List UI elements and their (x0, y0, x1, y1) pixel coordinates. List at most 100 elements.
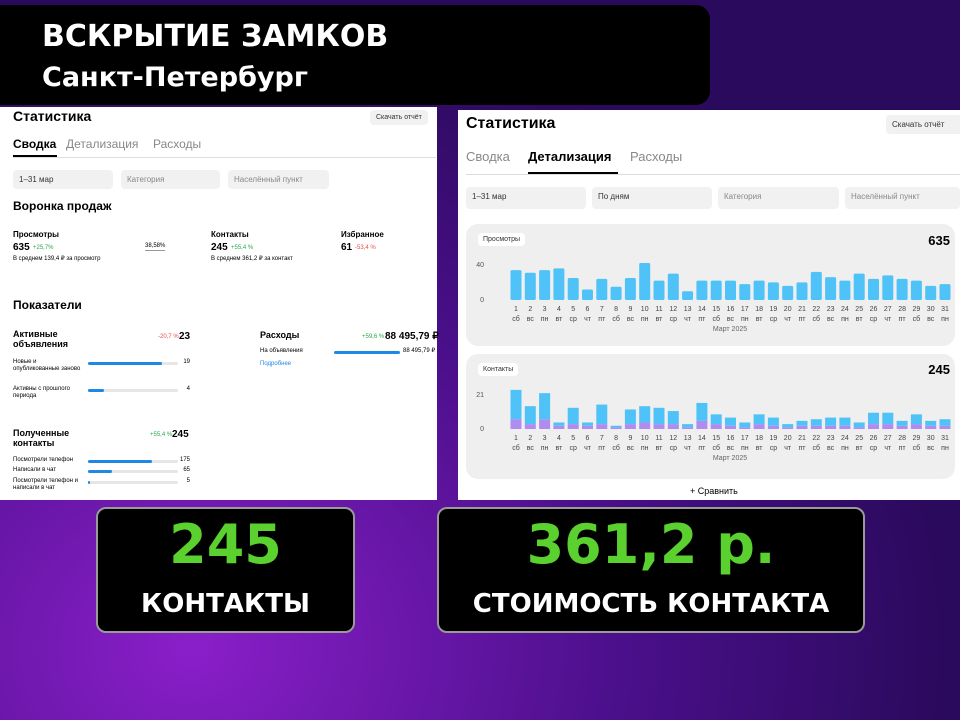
weekday-label: пт (698, 316, 706, 323)
row-label: Посмотрели телефон и написали в чат (13, 478, 78, 491)
weekday-label: пт (598, 316, 606, 323)
day-label: 28 (898, 306, 906, 313)
bar-segment (739, 427, 751, 429)
bar-segment (767, 417, 779, 426)
bar-segment (567, 407, 579, 425)
day-label: 3 (543, 306, 547, 313)
bar-segment (696, 402, 708, 421)
y-tick-label: 40 (476, 262, 484, 269)
bar-segment (682, 424, 694, 428)
bar-segment (582, 422, 593, 426)
weekday-label: чт (884, 445, 892, 452)
weekday-label: пн (941, 445, 949, 452)
row-label: На объявления (260, 348, 303, 354)
y-tick-label: 21 (476, 392, 484, 399)
weekday-label: пн (941, 316, 949, 323)
weekday-label: ср (770, 445, 778, 452)
filter[interactable]: Населённый пункт (845, 187, 960, 209)
bar-segment (624, 409, 636, 425)
weekday-label: вт (756, 445, 764, 452)
row-value: 175 (179, 457, 190, 463)
day-label: 14 (698, 306, 706, 313)
row-bar (88, 481, 90, 484)
indicator-change: +55,4 % (150, 432, 173, 438)
filter[interactable]: По дням (592, 187, 712, 209)
bar-segment (868, 424, 879, 429)
bar-segment (753, 414, 765, 425)
row-label: Активны с прошлого периода (13, 386, 70, 399)
bar-segment (596, 424, 608, 429)
metric-label: Контакты (211, 230, 249, 239)
weekday-label: пн (741, 445, 749, 452)
title: ВСКРЫТИЕ ЗАМКОВ (42, 19, 389, 54)
section-title: Показатели (13, 298, 82, 312)
day-label: 24 (841, 306, 849, 313)
day-label: 2 (528, 435, 532, 442)
tab[interactable]: Расходы (153, 137, 202, 151)
filter[interactable]: 1–31 мар (13, 170, 113, 189)
day-label: 20 (784, 435, 792, 442)
weekday-label: чт (584, 316, 592, 323)
bar-segment (624, 424, 636, 429)
tab[interactable]: Детализация (66, 137, 139, 151)
weekday-label: сб (712, 315, 720, 323)
bar (882, 275, 894, 300)
badge-label: СТОИМОСТЬ КОНТАКТА (472, 589, 830, 619)
badge: 245 КОНТАКТЫ (96, 507, 355, 633)
tab-underline (13, 155, 57, 157)
weekday-label: ср (770, 316, 778, 323)
day-label: 1 (514, 435, 518, 442)
filter[interactable]: Категория (718, 187, 839, 209)
day-label: 16 (727, 306, 735, 313)
bar (767, 282, 779, 300)
metric-note: В среднем 139,4 ₽ за просмотр (13, 256, 101, 262)
bar (667, 273, 679, 300)
day-label: 30 (927, 435, 935, 442)
tab[interactable]: Детализация (528, 149, 612, 164)
weekday-label: пт (598, 445, 606, 452)
row-label: Написали в чат (13, 467, 57, 473)
download-button[interactable]: Скачать отчёт (886, 115, 960, 134)
bar (553, 268, 565, 300)
day-label: 24 (841, 435, 849, 442)
filter[interactable]: 1–31 мар (466, 187, 586, 209)
weekday-label: ср (870, 316, 878, 323)
bar-segment (782, 427, 794, 429)
row-label: Новые и опубликованные заново (13, 359, 81, 372)
more-link[interactable]: Подробнее (260, 361, 292, 367)
weekday-label: вт (656, 445, 664, 452)
day-label: 16 (727, 435, 735, 442)
chart-total: 635 (928, 233, 950, 248)
bar (567, 278, 579, 300)
bar-segment (910, 424, 922, 429)
bar-segment (796, 420, 808, 426)
tab[interactable]: Сводка (466, 149, 510, 164)
day-label: 18 (755, 306, 763, 313)
day-label: 12 (669, 435, 677, 442)
weekday-label: чт (884, 316, 892, 323)
row-bar (88, 470, 112, 473)
compare-button[interactable]: + Сравнить (690, 486, 738, 496)
day-label: 29 (913, 435, 921, 442)
bar-segment (567, 424, 579, 429)
tab[interactable]: Расходы (630, 149, 683, 164)
bar-segment (810, 419, 822, 426)
weekday-label: вт (756, 316, 764, 323)
day-label: 22 (812, 306, 820, 313)
weekday-label: вс (827, 445, 835, 452)
download-button[interactable]: Скачать отчёт (370, 110, 428, 125)
row-track (88, 470, 178, 473)
weekday-label: пт (698, 445, 706, 452)
bar-segment (610, 425, 622, 428)
chart-dropdown[interactable]: Просмотры (478, 233, 525, 246)
filter[interactable]: Населённый пункт (228, 170, 329, 189)
header (0, 5, 710, 105)
weekday-label: пн (541, 445, 549, 452)
tab[interactable]: Сводка (13, 137, 57, 151)
filter[interactable]: Категория (121, 170, 220, 189)
row-bar (88, 389, 104, 392)
bar (910, 280, 922, 300)
chart-dropdown[interactable]: Контакты (478, 363, 519, 376)
weekday-label: вс (727, 316, 735, 323)
